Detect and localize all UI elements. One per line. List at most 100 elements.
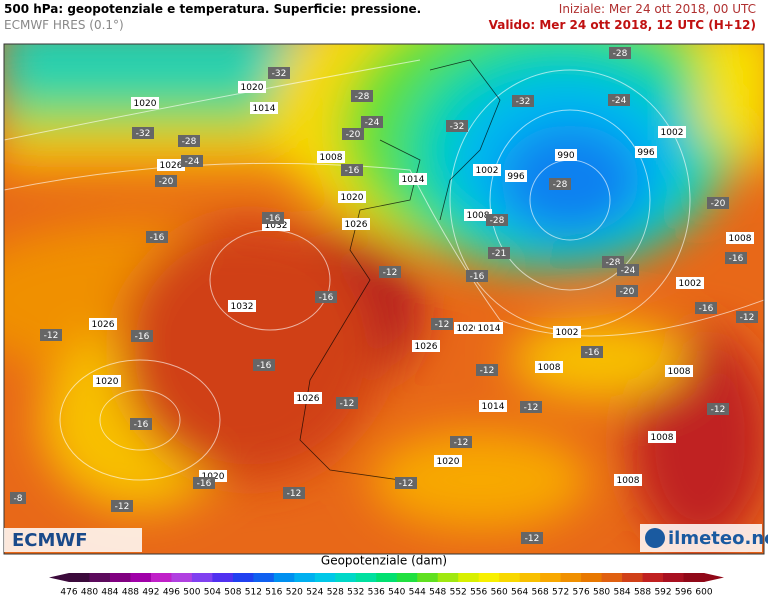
temperature-label: -20 (159, 177, 174, 187)
temperature-label: -28 (182, 137, 197, 147)
colorbar-segment (560, 573, 582, 582)
temperature-label: -16 (470, 272, 485, 282)
pressure-label: 1008 (320, 153, 343, 163)
colorbar-tick-label: 480 (81, 588, 98, 598)
pressure-label-box (317, 151, 345, 163)
temperature-label-box (609, 47, 631, 59)
pressure-label-box (238, 81, 266, 93)
temperature-label: -20 (711, 199, 726, 209)
temperature-label-box (521, 532, 543, 544)
colorbar-segment (89, 573, 111, 582)
pressure-label: 1014 (478, 324, 501, 334)
pressure-label-box (555, 149, 577, 161)
logo-box (4, 528, 142, 552)
temperature-label: -16 (150, 233, 165, 243)
colorbar-arrow (704, 573, 724, 582)
temperature-label: -16 (134, 420, 149, 430)
colorbar-tick-label: 588 (634, 588, 651, 598)
temperature-label: -21 (492, 249, 507, 259)
pressure-label: 1002 (661, 128, 684, 138)
colorbar-segment (232, 573, 254, 582)
colorbar-segment (581, 573, 603, 582)
temperature-label: -12 (711, 405, 726, 415)
temperature-label: -20 (346, 130, 361, 140)
pressure-label: 1020 (96, 377, 119, 387)
temperature-label: -12 (454, 438, 469, 448)
temperature-label-box (431, 318, 453, 330)
pressure-label-box (635, 146, 657, 158)
colorbar: 476 480 484 488 492 496 500 504 508 512 516 520 524 5… (49, 573, 724, 598)
pressure-label: 1020 (134, 99, 157, 109)
colorbar-segment (355, 573, 377, 582)
pressure-label: 1002 (679, 279, 702, 289)
colorbar-segment (642, 573, 664, 582)
pressure-label: 1014 (402, 175, 425, 185)
temperature-label: -32 (136, 129, 151, 139)
temperature-label: -12 (340, 399, 355, 409)
temperature-label-box (10, 492, 26, 504)
colorbar-segment (212, 573, 234, 582)
colorbar-segment (437, 573, 459, 582)
pressure-label: 1014 (482, 402, 505, 412)
colorbar-segment (171, 573, 193, 582)
pressure-label: 1002 (556, 328, 579, 338)
colorbar-tick-label: 516 (265, 588, 282, 598)
temperature-label: -8 (14, 494, 23, 504)
pressure-label-box (250, 102, 278, 114)
temperature-label: -16 (319, 293, 334, 303)
pressure-label: 1026 (92, 320, 115, 330)
temperature-label: -12 (115, 502, 130, 512)
temperature-label-box (361, 116, 383, 128)
temperature-label: -16 (729, 254, 744, 264)
logo-ilmeteo: ilmeteo.net (668, 528, 768, 549)
pressure-label-box (93, 375, 121, 387)
colorbar-tick-label: 540 (388, 588, 405, 598)
colorbar-tick-label: 568 (532, 588, 549, 598)
temperature-label: -16 (345, 166, 360, 176)
temperature-label: -20 (620, 287, 635, 297)
colorbar-tick-label: 536 (368, 588, 385, 598)
map-frame (3, 43, 765, 555)
colorbar-arrow (49, 573, 69, 582)
colorbar-segment (417, 573, 439, 582)
temperature-label: -24 (185, 157, 200, 167)
pressure-label: 1008 (467, 211, 490, 221)
temperature-label-box (283, 487, 305, 499)
pressure-label-box (648, 431, 676, 443)
colorbar-segment (499, 573, 521, 582)
temperature-label-box (608, 94, 630, 106)
temperature-label: -12 (525, 534, 540, 544)
pressure-label: 1026 (345, 220, 368, 230)
temperature-label-box (336, 397, 358, 409)
pressure-label: 1020 (241, 83, 264, 93)
pressure-label-box (479, 400, 507, 412)
pressure-label: 1008 (617, 476, 640, 486)
colorbar-tick-label: 520 (286, 588, 303, 598)
pressure-label: 996 (507, 172, 524, 182)
colorbar-segment (683, 573, 705, 582)
temperature-label-box (466, 270, 488, 282)
colorbar-tick-label: 572 (552, 588, 569, 598)
temperature-label: -12 (44, 331, 59, 341)
logo-ecmwf: ECMWF (12, 530, 88, 551)
colorbar-segment (519, 573, 541, 582)
pressure-label-box (464, 209, 492, 221)
colorbar-tick-label: 500 (183, 588, 200, 598)
colorbar-segment (130, 573, 152, 582)
colorbar-tick-label: 544 (409, 588, 426, 598)
colorbar-tick-label: 584 (613, 588, 630, 598)
temperature-label: -32 (272, 69, 287, 79)
temperature-label-box (131, 330, 153, 342)
temperature-label-box (488, 247, 510, 259)
temperature-label-box (446, 120, 468, 132)
temperature-label-box (617, 264, 639, 276)
temperature-label-box (707, 197, 729, 209)
temperature-label-box (341, 164, 363, 176)
pressure-label-box (614, 474, 642, 486)
temperature-label-box (342, 128, 364, 140)
pressure-label-box (473, 164, 501, 176)
pressure-label-box (665, 365, 693, 377)
colorbar-tick-label: 504 (204, 588, 221, 598)
temperature-label-box (132, 127, 154, 139)
pressure-label-box (553, 326, 581, 338)
